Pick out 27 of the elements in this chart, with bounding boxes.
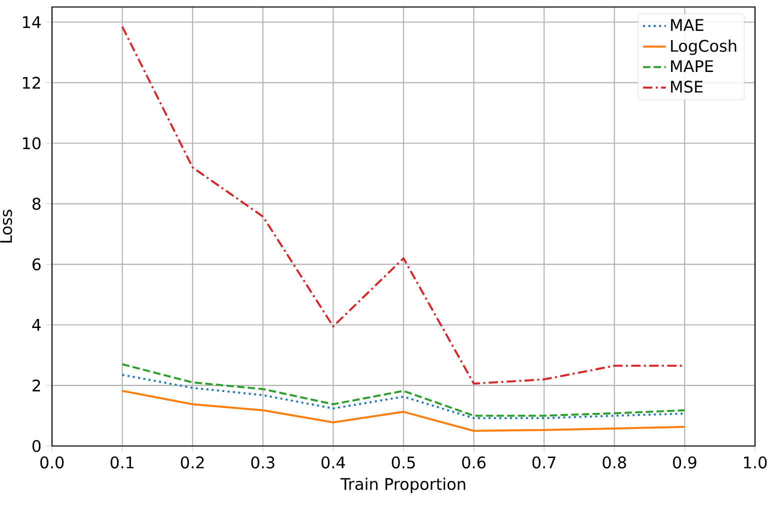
x-tick-label: 0.6 bbox=[462, 456, 486, 469]
x-tick-label: 0.9 bbox=[673, 456, 696, 469]
legend-label: MAE bbox=[671, 19, 704, 31]
line-series bbox=[121, 390, 686, 432]
legend-label: MSE bbox=[671, 80, 703, 93]
legend-label: LogCosh bbox=[671, 40, 736, 55]
y-tick-label: 2 bbox=[32, 380, 40, 392]
y-tick-label: 6 bbox=[32, 258, 41, 270]
y-tick-label: 12 bbox=[23, 76, 40, 89]
legend-label: MAPE bbox=[671, 60, 713, 72]
x-tick-label: 0.1 bbox=[110, 456, 134, 469]
y-tick-label: 8 bbox=[32, 198, 40, 210]
y-tick-label: 10 bbox=[23, 137, 41, 150]
x-tick-label: 0.2 bbox=[180, 456, 204, 469]
x-tick-label: 1.0 bbox=[744, 456, 767, 469]
x-tick-label: 0.5 bbox=[392, 456, 415, 469]
x-tick-label: 0.0 bbox=[40, 456, 64, 469]
y-axis-title: Loss bbox=[0, 210, 12, 242]
x-tick-label: 0.4 bbox=[322, 456, 346, 469]
x-axis-title: Train Proportion bbox=[340, 478, 466, 494]
x-tick-label: 0.3 bbox=[251, 456, 274, 469]
line-series bbox=[121, 363, 686, 417]
x-tick-label: 0.8 bbox=[602, 456, 626, 469]
x-tick-label: 0.7 bbox=[532, 456, 556, 469]
y-tick-label: 14 bbox=[23, 16, 41, 28]
y-tick-label: 0 bbox=[32, 440, 41, 452]
y-tick-label: 4 bbox=[32, 319, 41, 331]
